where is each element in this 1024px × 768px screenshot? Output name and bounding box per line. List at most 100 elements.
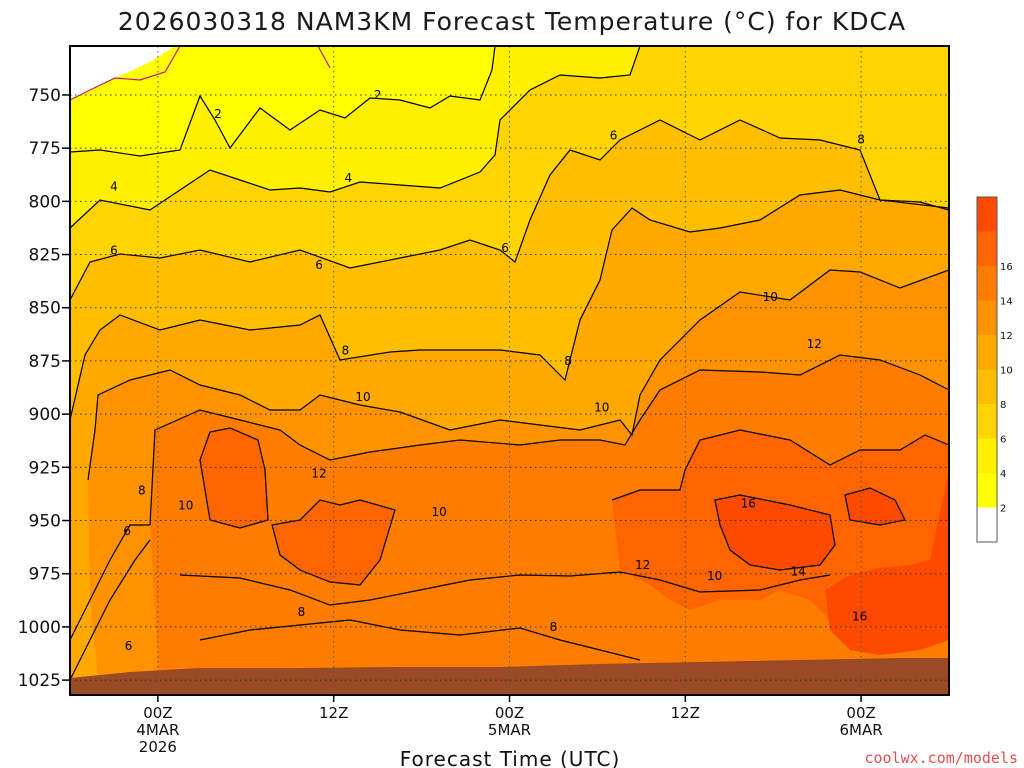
- contour-label-text: 12: [807, 337, 822, 351]
- contour-label: 14: [790, 565, 805, 579]
- y-tick-label: 875: [29, 352, 61, 372]
- legend-swatch: [977, 404, 997, 439]
- contour-label-text: 8: [857, 133, 865, 147]
- y-tick-label: 750: [29, 86, 61, 106]
- contour-label: 6: [610, 128, 618, 142]
- contour-label-text: 8: [550, 620, 558, 634]
- contour-label-text: 10: [594, 401, 609, 415]
- contour-label: 12: [807, 337, 822, 351]
- band-16-plus: [200, 428, 949, 640]
- contour-label: 16: [852, 609, 867, 623]
- contour-label: 4: [345, 171, 353, 185]
- band-18-plus: [715, 470, 949, 655]
- contour-label: 8: [564, 354, 572, 368]
- contour-label-text: 6: [123, 524, 131, 538]
- contour-label: 10: [763, 290, 778, 304]
- x-tick-label: 5MAR: [488, 721, 531, 739]
- isotherm-14-c: [611, 429, 949, 501]
- x-tick-label: 4MAR: [136, 721, 179, 739]
- contour-label: 6: [315, 258, 323, 272]
- isotherm-10-low: [179, 571, 831, 606]
- contour-label: 8: [857, 133, 865, 147]
- legend-swatch: [977, 473, 997, 508]
- contour-label-text: 12: [635, 558, 650, 572]
- contour-label-text: 8: [298, 605, 306, 619]
- contour-label-text: 6: [501, 241, 509, 255]
- contour-label: 12: [635, 558, 650, 572]
- isotherm-0b: [317, 46, 331, 69]
- x-tick-label: 00Z: [846, 704, 875, 722]
- legend-swatch: [977, 335, 997, 370]
- contour-label: 2: [214, 107, 222, 121]
- contour-label-text: 10: [707, 569, 722, 583]
- contour-label-text: 10: [763, 290, 778, 304]
- y-tick-label: 1000: [18, 618, 61, 638]
- contour-label-text: 10: [355, 390, 370, 404]
- isotherm-14-b: [271, 499, 396, 586]
- legend-swatch: [977, 369, 997, 404]
- contour-label-text: 14: [790, 565, 805, 579]
- contour-label: 4: [110, 179, 118, 193]
- y-tick-label: 1025: [18, 671, 61, 691]
- contour-label: 10: [594, 401, 609, 415]
- legend-swatch: [977, 266, 997, 301]
- color-legend: 2 4 6 8 10 12 14 16: [976, 196, 1013, 543]
- site-credit: coolwx.com/models: [864, 749, 1018, 767]
- legend-swatch: [977, 231, 997, 266]
- contour-label: 6: [501, 241, 509, 255]
- isotherm-14-a: [199, 427, 269, 529]
- y-tick-label: 900: [29, 405, 61, 425]
- legend-label: 6: [1000, 435, 1006, 446]
- contour-label-text: 10: [432, 505, 447, 519]
- contour-label: 8: [138, 484, 146, 498]
- legend-swatch: [977, 438, 997, 473]
- y-axis: 750 775 800 825 850 875 900 925 950 975 1000 1025: [18, 86, 70, 691]
- isotherm-lines: [70, 46, 949, 681]
- isotherm-10: [87, 269, 949, 481]
- gridlines: [70, 46, 949, 695]
- contour-label: 12: [311, 467, 326, 481]
- contour-label: 6: [125, 639, 133, 653]
- legend-swatch: [977, 300, 997, 335]
- legend-label: 4: [1000, 469, 1006, 480]
- contour-label: 10: [707, 569, 722, 583]
- y-tick-label: 925: [29, 458, 61, 478]
- contour-label-text: 6: [125, 639, 133, 653]
- legend-label: 8: [1000, 400, 1006, 411]
- x-tick-label: 00Z: [143, 704, 172, 722]
- isotherm-2: [70, 46, 496, 157]
- isotherm-8-lowest: [199, 619, 641, 661]
- x-axis-title: Forecast Time (UTC): [400, 747, 621, 768]
- contour-label: 8: [550, 620, 558, 634]
- contour-label: 10: [355, 390, 370, 404]
- legend-label: 2: [1000, 504, 1006, 515]
- legend-swatch: [977, 507, 997, 542]
- contour-label: 10: [432, 505, 447, 519]
- contour-label-text: 16: [852, 609, 867, 623]
- contour-label: 8: [342, 343, 350, 357]
- isotherm-6: [70, 119, 949, 301]
- contour-label-text: 4: [110, 179, 118, 193]
- isotherm-0: [70, 46, 181, 101]
- contour-label-text: 16: [741, 496, 756, 510]
- contour-label-text: 6: [610, 128, 618, 142]
- isotherm-12: [149, 354, 949, 526]
- legend-label: 16: [1000, 262, 1013, 273]
- contour-label-text: 6: [315, 258, 323, 272]
- isotherm-8-low: [70, 524, 150, 641]
- y-tick-label: 800: [29, 192, 61, 212]
- x-tick-label: 12Z: [319, 704, 348, 722]
- x-tick-label: 6MAR: [840, 721, 883, 739]
- legend-label: 12: [1000, 331, 1013, 342]
- contour-label: 6: [110, 243, 118, 257]
- plot-area: [70, 46, 949, 695]
- contour-label-text: 12: [311, 467, 326, 481]
- contour-label-text: 2: [374, 88, 382, 102]
- contour-label: 8: [298, 605, 306, 619]
- contour-label: 16: [741, 496, 756, 510]
- y-tick-label: 775: [29, 139, 61, 159]
- contour-label-text: 6: [110, 243, 118, 257]
- isotherm-8: [70, 189, 949, 421]
